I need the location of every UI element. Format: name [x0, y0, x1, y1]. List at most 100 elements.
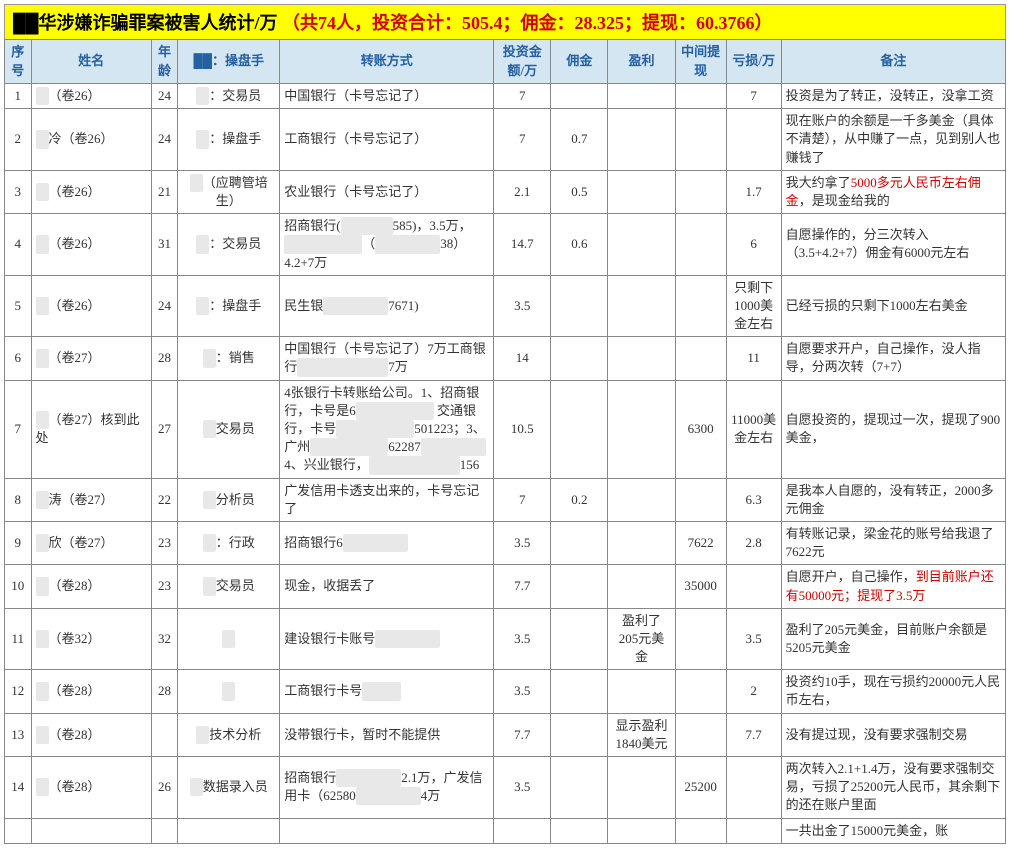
- cell-profit: [608, 757, 675, 819]
- cell-index: 2: [5, 109, 32, 171]
- cell-role: [178, 608, 280, 670]
- cell-commission: [551, 521, 608, 564]
- cell-commission: [551, 565, 608, 608]
- cell-role: ：操盘手: [178, 109, 280, 171]
- cell-remark: 没有提过现，没有要求强制交易: [781, 713, 1005, 756]
- cell-index: 8: [5, 478, 32, 521]
- cell-loss: [726, 565, 781, 608]
- cell-name: （卷32）: [31, 608, 151, 670]
- table-row: 5 （卷26）24 ：操盘手民生银 7671)3.5只剩下1000美金左右已经亏…: [5, 275, 1006, 337]
- cell-index: 7: [5, 380, 32, 478]
- cell-profit: [608, 478, 675, 521]
- cell-name: （卷26）: [31, 170, 151, 213]
- cell-loss: [726, 109, 781, 171]
- cell-loss: 7.7: [726, 713, 781, 756]
- cell-role: 技术分析: [178, 713, 280, 756]
- cell-withdraw: [675, 670, 726, 713]
- cell-profit: 盈利了205元美金: [608, 608, 675, 670]
- cell-remark: 是我本人自愿的，没有转正，2000多元佣金: [781, 478, 1005, 521]
- cell-commission: 0.7: [551, 109, 608, 171]
- cell-withdraw: [675, 713, 726, 756]
- column-header: 佣金: [551, 40, 608, 84]
- column-header: 投资金额/万: [494, 40, 551, 84]
- cell-method: 广发信用卡透支出来的，卡号忘记了: [280, 478, 494, 521]
- cell-profit: 显示盈利1840美元: [608, 713, 675, 756]
- cell-role: ：交易员: [178, 214, 280, 276]
- cell-remark: 投资约10手，现在亏损约20000元人民币左右，: [781, 670, 1005, 713]
- page-title: ██华涉嫌诈骗罪案被害人统计/万 （共74人，投资合计：505.4；佣金：28.…: [4, 4, 1006, 39]
- cell-remark: 自愿操作的，分三次转入（3.5+4.2+7）佣金有6000元左右: [781, 214, 1005, 276]
- cell-index: 5: [5, 275, 32, 337]
- cell-name: （卷28）: [31, 670, 151, 713]
- cell-loss: 2.8: [726, 521, 781, 564]
- cell-loss: 1.7: [726, 170, 781, 213]
- cell-index: 1: [5, 84, 32, 109]
- cell-commission: [551, 608, 608, 670]
- cell-loss: 11000美金左右: [726, 380, 781, 478]
- title-main: ██华涉嫌诈骗罪案被害人统计/万: [13, 13, 278, 33]
- cell-method: 中国银行（卡号忘记了）: [280, 84, 494, 109]
- cell-role: ：销售: [178, 337, 280, 380]
- cell-invest: 3.5: [494, 757, 551, 819]
- cell-role: ：行政: [178, 521, 280, 564]
- cell-remark: 投资是为了转正，没转正，没拿工资: [781, 84, 1005, 109]
- cell-withdraw: 25200: [675, 757, 726, 819]
- cell-index: 14: [5, 757, 32, 819]
- cell-method: 招商银行( 585)，3.5万， （ 38）4.2+7万: [280, 214, 494, 276]
- cell-method: [280, 818, 494, 843]
- cell-invest: 7: [494, 109, 551, 171]
- cell-invest: 3.5: [494, 608, 551, 670]
- cell-remark: 两次转入2.1+1.4万，没有要求强制交易，亏损了25200元人民币，其余剩下的…: [781, 757, 1005, 819]
- cell-commission: [551, 337, 608, 380]
- cell-profit: [608, 565, 675, 608]
- column-header: ██：操盘手: [178, 40, 280, 84]
- cell-withdraw: [675, 275, 726, 337]
- cell-role: 交易员: [178, 380, 280, 478]
- table-row: 13 （卷28） 技术分析没带银行卡，暂时不能提供7.7显示盈利1840美元7.…: [5, 713, 1006, 756]
- cell-name: （卷28）: [31, 757, 151, 819]
- table-header: 序号姓名年龄██：操盘手转账方式投资金额/万佣金盈利中间提现亏损/万备注: [5, 40, 1006, 84]
- cell-remark: 有转账记录，梁金花的账号给我退了7622元: [781, 521, 1005, 564]
- table-row: 10 （卷28）23 交易员现金，收据丢了7.735000自愿开户，自己操作，到…: [5, 565, 1006, 608]
- cell-name: （卷27）核到此处: [31, 380, 151, 478]
- column-header: 亏损/万: [726, 40, 781, 84]
- cell-loss: 2: [726, 670, 781, 713]
- cell-index: [5, 818, 32, 843]
- table-row: 14 （卷28）26 数据录入员招商银行 2.1万，广发信用卡（62580 4万…: [5, 757, 1006, 819]
- column-header: 备注: [781, 40, 1005, 84]
- cell-index: 3: [5, 170, 32, 213]
- cell-role: （应聘管培生）: [178, 170, 280, 213]
- cell-name: （卷26）: [31, 214, 151, 276]
- cell-withdraw: 6300: [675, 380, 726, 478]
- cell-loss: 7: [726, 84, 781, 109]
- cell-commission: 0.6: [551, 214, 608, 276]
- cell-method: 招商银行 2.1万，广发信用卡（62580 4万: [280, 757, 494, 819]
- cell-method: 农业银行（卡号忘记了）: [280, 170, 494, 213]
- cell-method: 现金，收据丢了: [280, 565, 494, 608]
- cell-remark: 现在账户的余额是一千多美金（具体不清楚），从中赚了一点，见到别人也赚钱了: [781, 109, 1005, 171]
- cell-loss: 6: [726, 214, 781, 276]
- table-row: 一共出金了15000元美金，账: [5, 818, 1006, 843]
- cell-method: 中国银行（卡号忘记了）7万工商银行 7万: [280, 337, 494, 380]
- cell-age: 28: [151, 670, 178, 713]
- cell-age: 23: [151, 521, 178, 564]
- cell-commission: [551, 670, 608, 713]
- cell-withdraw: [675, 608, 726, 670]
- cell-remark: 已经亏损的只剩下1000左右美金: [781, 275, 1005, 337]
- column-header: 姓名: [31, 40, 151, 84]
- cell-remark: 盈利了205元美金，目前账户余额是5205元美金: [781, 608, 1005, 670]
- cell-invest: 14.7: [494, 214, 551, 276]
- column-header: 中间提现: [675, 40, 726, 84]
- column-header: 盈利: [608, 40, 675, 84]
- column-header: 序号: [5, 40, 32, 84]
- table-row: 2 冷（卷26）24 ：操盘手工商银行（卡号忘记了）70.7现在账户的余额是一千…: [5, 109, 1006, 171]
- cell-role: 分析员: [178, 478, 280, 521]
- cell-method: 工商银行卡号: [280, 670, 494, 713]
- cell-loss: 只剩下1000美金左右: [726, 275, 781, 337]
- cell-commission: [551, 757, 608, 819]
- cell-remark: 我大约拿了5000多元人民币左右佣金，是现金给我的: [781, 170, 1005, 213]
- cell-name: （卷26）: [31, 275, 151, 337]
- cell-age: 31: [151, 214, 178, 276]
- cell-index: 11: [5, 608, 32, 670]
- cell-withdraw: [675, 170, 726, 213]
